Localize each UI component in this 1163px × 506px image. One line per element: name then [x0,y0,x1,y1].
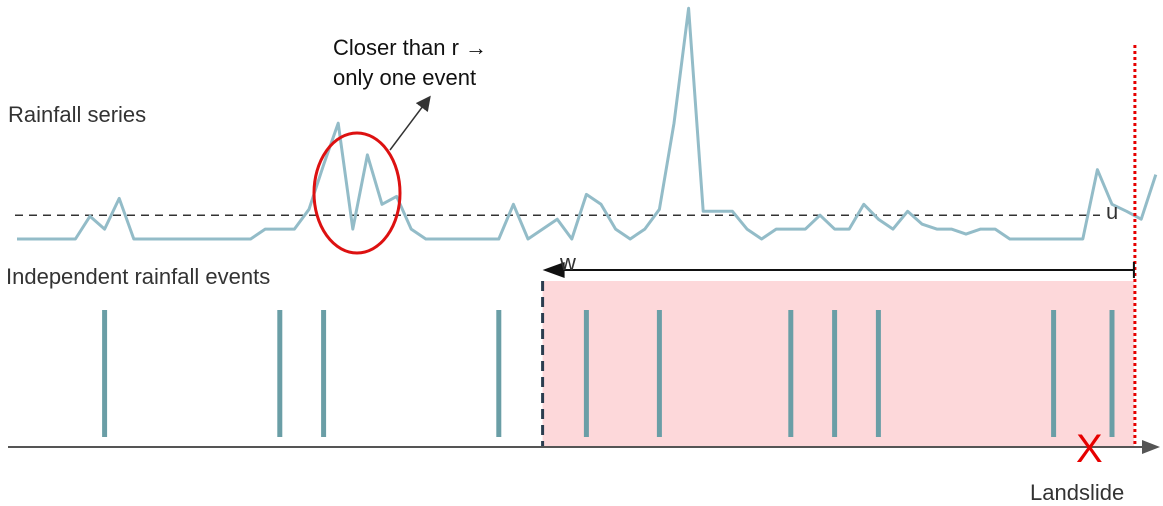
independent-events-label: Independent rainfall events [6,264,270,289]
annotation-line-1: Closer than r → [333,35,487,60]
landslide-marker: X [1076,427,1103,471]
annotation-pointer [389,95,431,151]
annotation-line-2: only one event [333,65,476,90]
time-axis-arrowhead [1142,440,1160,454]
window-label: w [559,250,576,275]
landslide-label: Landslide [1030,480,1124,505]
event-bars [102,310,1115,437]
rainfall-series-line [17,6,1158,241]
rainfall-series-label: Rainfall series [8,102,146,127]
close-events-ellipse [312,131,402,255]
window-arrow-head [542,262,565,278]
threshold-label: u [1106,199,1118,224]
time-window-box [542,281,1134,447]
